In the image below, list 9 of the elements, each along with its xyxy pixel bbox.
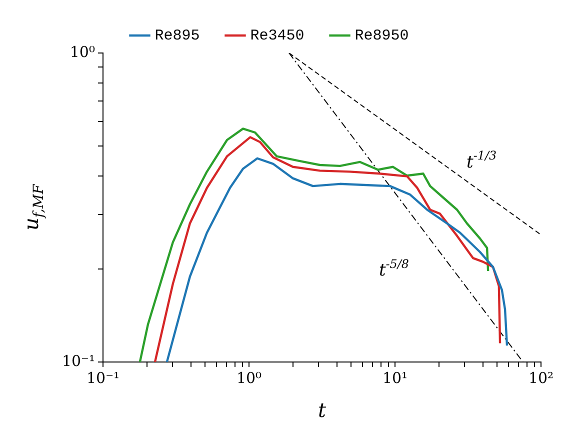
x-tick-label: 10¹ (382, 368, 408, 387)
legend-label: Re3450 (250, 27, 304, 44)
x-tick-label: 10⁻¹ (86, 368, 120, 387)
y-axis-title: uf,MF (19, 183, 47, 231)
x-axis-title: t (318, 398, 327, 422)
x-tick-label: 10⁰ (236, 368, 262, 387)
x-tick-label: 10² (528, 368, 554, 387)
legend-label: Re8950 (354, 27, 409, 44)
legend-label: Re895 (154, 27, 200, 44)
